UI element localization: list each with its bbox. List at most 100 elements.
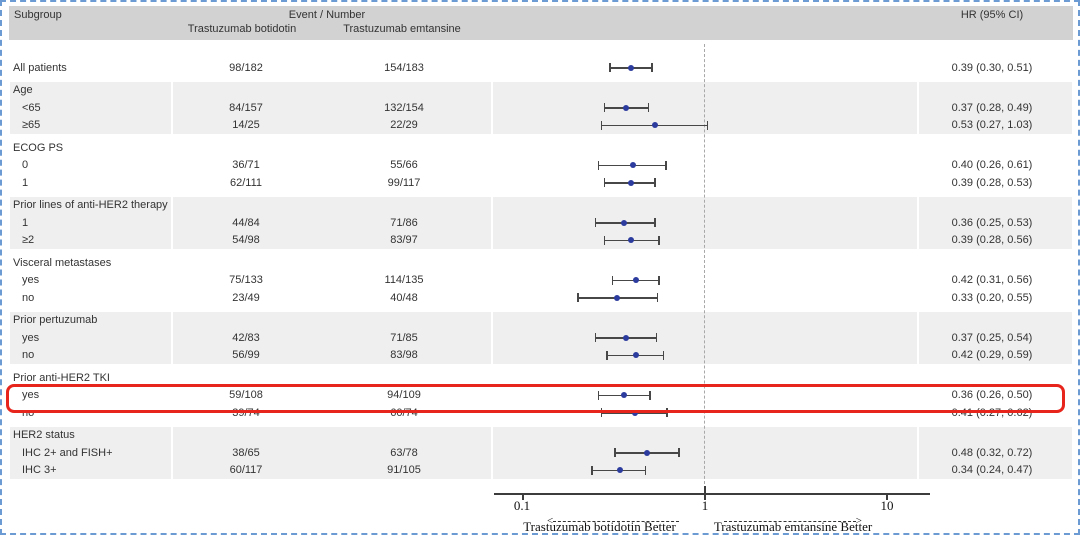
hr-point-marker [629, 162, 636, 169]
ci-cap-high [654, 218, 656, 228]
row-label: no [22, 291, 35, 304]
ci-cap-high [655, 333, 658, 343]
hr-point-marker [627, 237, 634, 244]
hr-ci-value: 0.37 (0.25, 0.54) [951, 331, 1033, 344]
row-label: ≥65 [22, 119, 41, 131]
row-band-segment [10, 196, 171, 249]
arm1-event-number: 23/49 [232, 291, 260, 304]
ci-cap-low [597, 390, 600, 400]
ci-cap-high [658, 235, 660, 245]
ci-cap-high [644, 465, 647, 475]
left-arrow-dashes [553, 520, 679, 522]
hr-ci-value: 0.36 (0.26, 0.50) [951, 389, 1033, 401]
hr-ci-value: 0.39 (0.28, 0.56) [951, 234, 1033, 246]
row-band-segment [10, 81, 171, 134]
hr-point-marker [633, 352, 640, 359]
group-heading: Prior anti-HER2 TKI [13, 371, 110, 384]
x-axis [494, 493, 930, 495]
x-tick-label-1: 1 [701, 498, 709, 513]
arm2-event-number: 71/85 [390, 331, 418, 344]
row-label: no [22, 349, 35, 361]
arm1-event-number: 38/65 [232, 446, 260, 459]
row-band-segment [173, 81, 491, 134]
ci-cap-low [611, 275, 614, 285]
x-tick-label-10: 10 [880, 498, 894, 513]
group-heading: Prior pertuzumab [13, 314, 98, 326]
row-band-segment [173, 311, 491, 364]
row-label: 1 [22, 216, 29, 229]
hr-ci-value: 0.37 (0.28, 0.49) [951, 101, 1033, 114]
col-header-subgroup: Subgroup [14, 9, 62, 21]
ci-cap-low [606, 350, 608, 360]
right-better-label: Trastuzumab emtansine Better [713, 519, 873, 534]
group-heading: HER2 status [13, 429, 75, 441]
arm1-event-number: 54/98 [232, 234, 260, 246]
ci-cap-high [656, 293, 659, 303]
arm1-event-number: 59/108 [229, 389, 263, 401]
hr-point-marker [643, 449, 650, 456]
ci-cap-high [658, 275, 660, 285]
hr-ci-value: 0.39 (0.28, 0.53) [951, 176, 1033, 189]
arm2-event-number: 94/109 [387, 389, 421, 401]
ci-cap-low [600, 120, 603, 130]
left-direction-arrow: < [547, 515, 679, 527]
hr-ci-value: 0.34 (0.24, 0.47) [951, 464, 1033, 476]
ci-cap-low [594, 218, 597, 228]
highlight-box [6, 383, 1065, 413]
group-heading: Visceral metastases [13, 256, 112, 269]
row-band-segment [493, 426, 917, 479]
arm1-event-number: 42/83 [232, 331, 260, 344]
hr-point-marker [621, 219, 628, 226]
arm1-event-number: 60/117 [229, 464, 263, 476]
col-header-arm1: Trastuzumab botidotin [187, 23, 297, 35]
x-tick-label-0-1: 0.1 [513, 498, 531, 513]
hr-ci-value: 0.53 (0.27, 1.03) [951, 119, 1033, 131]
arm2-event-number: 40/48 [390, 291, 418, 304]
ci-cap-low [603, 235, 606, 245]
arm2-event-number: 71/86 [390, 216, 418, 229]
hr-point-marker [627, 179, 634, 186]
ci-cap-low [591, 465, 593, 475]
arm2-event-number: 99/117 [387, 176, 421, 189]
row-label: yes [22, 331, 40, 344]
row-band-segment [493, 196, 917, 249]
arm2-event-number: 63/78 [390, 446, 418, 459]
row-band-segment [173, 426, 491, 479]
x-axis-tick-10 [886, 493, 888, 500]
hr-point-marker [627, 64, 634, 71]
ci-cap-low [603, 178, 606, 188]
hr-point-marker [614, 294, 621, 301]
row-band-segment [493, 81, 917, 134]
table-header-band [9, 6, 1073, 40]
arm2-event-number: 83/98 [390, 349, 418, 361]
arm2-event-number: 132/154 [384, 101, 424, 114]
group-heading: Prior lines of anti-HER2 therapy [13, 199, 168, 211]
hr-ci-value: 0.36 (0.25, 0.53) [951, 216, 1033, 229]
row-label: IHC 2+ and FISH+ [22, 446, 113, 459]
ci-cap-low [597, 160, 600, 170]
hr-point-marker [651, 122, 658, 129]
ci-cap-high [649, 390, 651, 400]
ci-cap-low [603, 103, 606, 113]
x-axis-tick-0-1 [522, 493, 524, 500]
ci-cap-high [662, 350, 665, 360]
row-band-segment [10, 311, 171, 364]
group-heading: Age [13, 84, 33, 96]
row-band-segment [919, 196, 1072, 249]
hr-ci-value: 0.33 (0.20, 0.55) [951, 291, 1033, 304]
arm1-event-number: 98/182 [229, 61, 263, 74]
reference-line-hr-1 [704, 44, 705, 494]
x-axis-tick-1-upper [704, 486, 706, 494]
row-band-segment [173, 196, 491, 249]
arm2-event-number: 91/105 [387, 464, 421, 476]
ci-cap-high [651, 63, 653, 73]
right-arrow-head-icon: > [855, 515, 862, 527]
arm2-event-number: 114/135 [384, 274, 424, 286]
row-label: IHC 3+ [22, 464, 57, 476]
hr-ci-value: 0.40 (0.26, 0.61) [951, 159, 1033, 171]
arm1-event-number: 84/157 [229, 101, 263, 114]
row-band-segment [10, 426, 171, 479]
hr-ci-value: 0.42 (0.31, 0.56) [951, 274, 1033, 286]
arm1-event-number: 14/25 [232, 119, 260, 131]
